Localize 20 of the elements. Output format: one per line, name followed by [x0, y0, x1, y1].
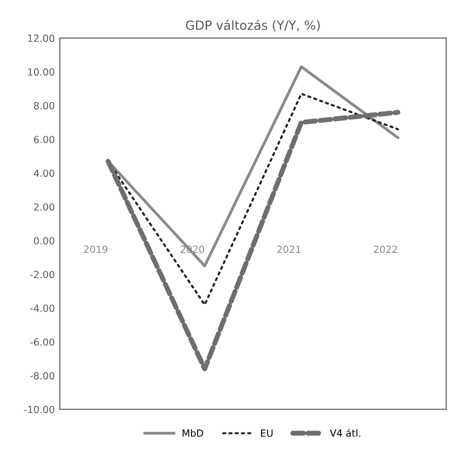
- y-tick-label: -8.00: [30, 372, 54, 380]
- x-tick-label: 2022: [374, 246, 397, 253]
- y-tick-label: 0.00: [34, 237, 54, 244]
- legend-label: V4 átl.: [330, 428, 360, 437]
- y-tick-label: 2.00: [34, 203, 54, 211]
- y-tick-label: -6.00: [30, 338, 54, 346]
- y-tick-label: 8.00: [34, 102, 54, 110]
- line-series: [106, 110, 400, 372]
- y-tick-label: -10.00: [24, 406, 54, 414]
- y-tick-label: 12.00: [28, 34, 54, 42]
- y-tick-label: -2.00: [30, 270, 54, 278]
- x-tick-label: 2019: [84, 246, 108, 253]
- y-tick-label: -4.00: [30, 304, 54, 312]
- x-tick-label: 2021: [277, 246, 300, 253]
- y-tick-label: 6.00: [34, 136, 54, 144]
- y-tick-label: 4.00: [34, 170, 54, 177]
- legend-label: MbD: [182, 429, 204, 437]
- legend-label: EU: [261, 430, 273, 437]
- chart-title: GDP változás (Y/Y, %): [186, 20, 320, 32]
- y-tick-label: 10.00: [28, 68, 54, 76]
